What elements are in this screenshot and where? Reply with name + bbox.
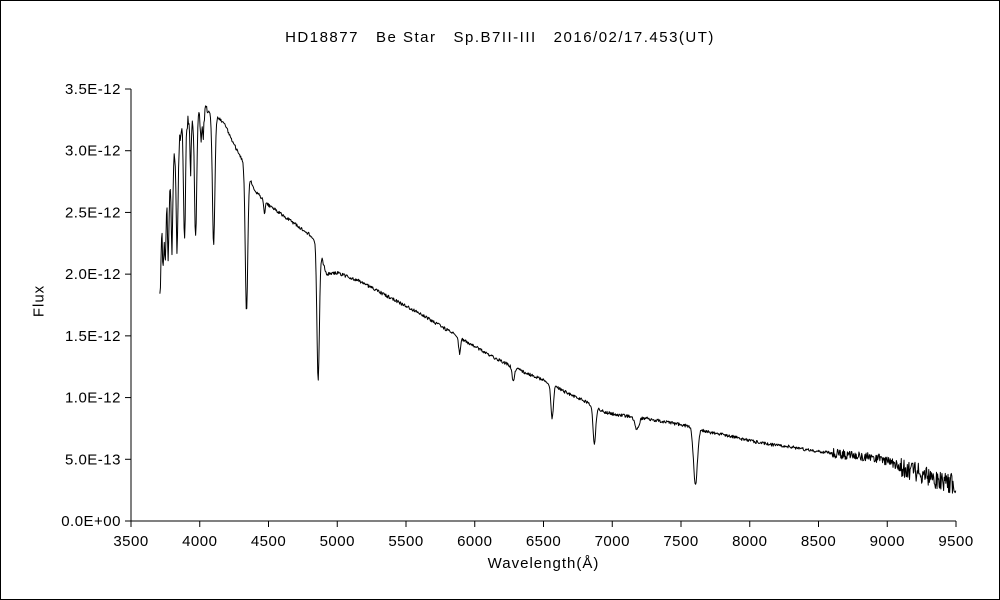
y-tick-label: 0.0E+00 <box>61 513 121 530</box>
x-tick-label: 7000 <box>595 533 630 550</box>
y-tick-label: 1.5E-12 <box>65 328 121 345</box>
x-tick-label: 9000 <box>870 533 905 550</box>
chart-title: HD18877 Be Star Sp.B7II-III 2016/02/17.4… <box>285 29 715 46</box>
x-tick-label: 7500 <box>663 533 698 550</box>
y-tick-label: 3.0E-12 <box>65 143 121 160</box>
y-tick-label: 2.0E-12 <box>65 266 121 283</box>
x-tick-label: 6500 <box>526 533 561 550</box>
spectrum-line <box>159 105 957 494</box>
y-tick-label: 5.0E-13 <box>65 451 121 468</box>
axes <box>125 88 957 527</box>
x-tick-label: 5000 <box>320 533 355 550</box>
x-tick-label: 6000 <box>457 533 492 550</box>
x-tick-label: 4500 <box>251 533 286 550</box>
x-tick-label: 9500 <box>938 533 973 550</box>
x-axis-label: Wavelength(Å) <box>487 555 600 572</box>
y-tick-label: 1.0E-12 <box>65 390 121 407</box>
x-tick-label: 8500 <box>801 533 836 550</box>
x-tick-label: 8000 <box>732 533 767 550</box>
y-tick-label: 3.5E-12 <box>65 81 121 98</box>
x-tick-label: 4000 <box>182 533 217 550</box>
x-tick-label: 3500 <box>113 533 148 550</box>
y-tick-label: 2.5E-12 <box>65 204 121 221</box>
tick-labels: 3500 4000 4500 5000 5500 6000 6500 7000 7500 8000… <box>61 81 973 550</box>
x-tick-label: 5500 <box>388 533 423 550</box>
